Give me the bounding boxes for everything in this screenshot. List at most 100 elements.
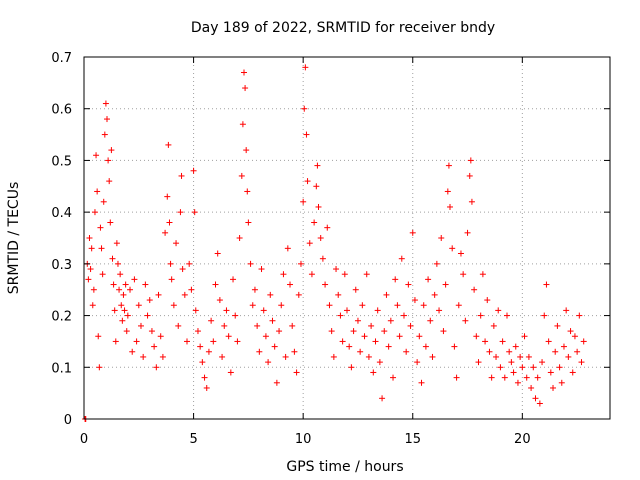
- data-point: [260, 307, 267, 314]
- data-point: [262, 333, 269, 340]
- data-point: [249, 302, 256, 309]
- data-point: [519, 364, 526, 371]
- data-point: [199, 359, 206, 366]
- data-point: [361, 333, 368, 340]
- data-point: [425, 276, 432, 283]
- y-tick-label: 0: [64, 413, 72, 428]
- data-point: [170, 302, 177, 309]
- data-point: [352, 286, 359, 293]
- data-point: [368, 322, 375, 329]
- data-point: [374, 307, 381, 314]
- data-point: [179, 266, 186, 273]
- axis-ticks: 0 5 10 15 20 0 0.1 0.2 0.3 0.4 0.5 0.6 0.7: [51, 51, 610, 447]
- data-point: [457, 250, 464, 257]
- data-point: [188, 286, 195, 293]
- data-point: [111, 307, 118, 314]
- data-point: [91, 209, 98, 216]
- data-point: [462, 317, 469, 324]
- data-point: [328, 328, 335, 335]
- data-point: [216, 297, 223, 304]
- data-point: [194, 328, 201, 335]
- data-point: [359, 302, 366, 309]
- data-point: [414, 359, 421, 366]
- data-point: [523, 374, 530, 381]
- data-point: [346, 343, 353, 350]
- chart-title: Day 189 of 2022, SRMTID for receiver bnd…: [191, 20, 495, 36]
- data-point: [350, 328, 357, 335]
- data-point: [192, 307, 199, 314]
- data-point: [379, 395, 386, 402]
- data-point: [508, 359, 515, 366]
- data-point: [394, 302, 401, 309]
- data-point: [400, 312, 407, 319]
- data-point: [284, 245, 291, 252]
- data-point: [416, 333, 423, 340]
- data-point: [148, 328, 155, 335]
- data-point: [201, 374, 208, 381]
- data-point: [521, 333, 528, 340]
- data-point: [471, 286, 478, 293]
- data-point: [438, 235, 445, 241]
- data-point: [554, 322, 561, 329]
- data-point: [445, 162, 452, 169]
- data-point: [444, 188, 451, 195]
- data-point: [164, 193, 171, 200]
- data-point: [273, 379, 280, 386]
- data-point: [109, 255, 116, 262]
- data-point: [427, 317, 434, 324]
- data-point: [105, 157, 112, 164]
- data-point: [503, 312, 510, 319]
- data-point: [101, 131, 108, 138]
- plot-frame: [83, 56, 611, 420]
- data-point: [365, 353, 372, 360]
- data-point: [576, 312, 583, 319]
- data-point: [493, 353, 500, 360]
- data-point: [348, 364, 355, 371]
- data-point: [337, 312, 344, 319]
- data-point: [467, 157, 474, 164]
- data-point: [383, 291, 390, 298]
- data-point: [129, 348, 136, 355]
- x-tick-label: 5: [189, 432, 197, 447]
- data-point: [289, 322, 296, 329]
- data-point: [477, 312, 484, 319]
- data-point: [558, 379, 565, 386]
- data-point: [210, 338, 217, 345]
- data-point: [240, 69, 247, 76]
- data-point: [247, 260, 254, 267]
- data-point: [354, 317, 361, 324]
- data-point: [159, 353, 166, 360]
- data-point: [543, 281, 550, 288]
- data-point: [267, 291, 274, 298]
- data-point: [89, 302, 96, 309]
- data-point: [295, 291, 302, 298]
- data-point: [431, 291, 438, 298]
- data-point: [137, 322, 144, 329]
- data-point: [569, 369, 576, 376]
- y-axis-label: SRMTID / TECUs: [6, 182, 22, 295]
- data-point: [203, 384, 210, 391]
- data-point: [251, 286, 258, 293]
- data-point: [468, 198, 475, 205]
- data-point: [291, 348, 298, 355]
- data-point: [525, 353, 532, 360]
- data-point: [512, 343, 519, 350]
- data-point: [225, 333, 232, 340]
- data-point: [151, 343, 158, 350]
- data-point: [314, 162, 321, 169]
- data-point: [278, 302, 285, 309]
- data-point: [234, 338, 241, 345]
- data-point: [319, 255, 326, 262]
- data-point: [475, 359, 482, 366]
- data-point: [409, 229, 416, 236]
- data-point: [433, 260, 440, 267]
- data-point: [122, 281, 129, 288]
- data-point: [324, 224, 331, 231]
- data-point: [429, 353, 436, 360]
- x-tick-label: 15: [404, 432, 421, 447]
- data-point: [326, 302, 333, 309]
- data-point: [530, 364, 537, 371]
- data-point: [271, 343, 278, 350]
- data-point: [341, 271, 348, 278]
- data-point: [110, 281, 117, 288]
